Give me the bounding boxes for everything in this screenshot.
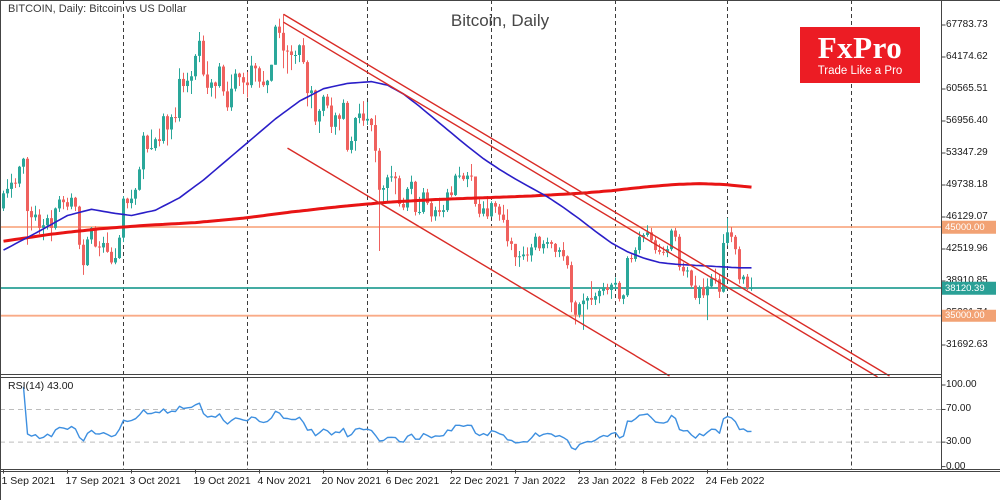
date-axis-label: 19 Oct 2021 bbox=[193, 475, 251, 487]
date-axis-label: 22 Dec 2021 bbox=[449, 475, 510, 487]
date-axis-label: 7 Jan 2022 bbox=[513, 475, 566, 487]
rsi-axis-label: 0.00 bbox=[946, 460, 966, 472]
candles-layer bbox=[2, 14, 753, 330]
price-axis-label: 56956.40 bbox=[946, 115, 988, 126]
ma-fast-line[interactable] bbox=[3, 80, 752, 269]
date-axis-label: 3 Oct 2021 bbox=[129, 475, 181, 487]
fxpro-logo: FxPro Trade Like a Pro bbox=[800, 27, 920, 83]
price-level-lines[interactable] bbox=[0, 226, 942, 317]
price-axis-label: 67783.73 bbox=[946, 19, 988, 30]
date-axis-label: 24 Feb 2022 bbox=[705, 475, 765, 487]
date-axis-label: 17 Sep 2021 bbox=[65, 475, 126, 487]
price-axis-label: 38910.85 bbox=[946, 275, 988, 286]
fxpro-tagline-text: Trade Like a Pro bbox=[817, 65, 903, 77]
rsi-pane bbox=[0, 386, 942, 451]
trendline bbox=[283, 21, 878, 378]
chart-title-watermark: Bitcoin, Daily bbox=[450, 11, 550, 30]
price-level-badge: 45000.00 bbox=[942, 220, 996, 234]
month-gridlines bbox=[123, 0, 852, 470]
price-axis-label: 49738.18 bbox=[946, 179, 988, 190]
price-axis-label: 64174.62 bbox=[946, 51, 988, 62]
fxpro-brand-text: FxPro bbox=[817, 30, 903, 65]
date-axis-label: 6 Dec 2021 bbox=[385, 475, 440, 487]
rsi-axis-label: 100.00 bbox=[946, 379, 977, 390]
rsi-line bbox=[22, 386, 752, 451]
price-level-badge: 38120.39 bbox=[942, 281, 996, 295]
price-axis-label: 60565.51 bbox=[946, 83, 988, 94]
date-axis-label: 20 Nov 2021 bbox=[321, 475, 382, 487]
date-axis-label: 8 Feb 2022 bbox=[641, 475, 695, 487]
trendlines-layer[interactable] bbox=[283, 13, 890, 378]
rsi-axis-label: 70.00 bbox=[946, 403, 972, 415]
ma-slow-line[interactable] bbox=[3, 182, 752, 243]
price-axis-label: 46129.07 bbox=[946, 211, 988, 222]
rsi-axis-label: 30.00 bbox=[946, 436, 972, 448]
date-axis-label: 23 Jan 2022 bbox=[577, 475, 636, 487]
price-axis-label: 53347.29 bbox=[946, 147, 988, 158]
date-axis-label: 1 Sep 2021 bbox=[1, 475, 56, 487]
trendline bbox=[287, 147, 670, 377]
price-axis-label: 31692.63 bbox=[946, 339, 988, 350]
date-axis-label: 4 Nov 2021 bbox=[257, 475, 312, 487]
trendline bbox=[283, 13, 890, 377]
symbol-label: BITCOIN, Daily: Bitcoin vs US Dollar bbox=[8, 3, 187, 15]
rsi-indicator-label: RSI(14) 43.00 bbox=[8, 380, 74, 392]
price-axis-label: 42519.96 bbox=[946, 243, 988, 254]
price-level-badge: 35000.00 bbox=[942, 309, 996, 322]
